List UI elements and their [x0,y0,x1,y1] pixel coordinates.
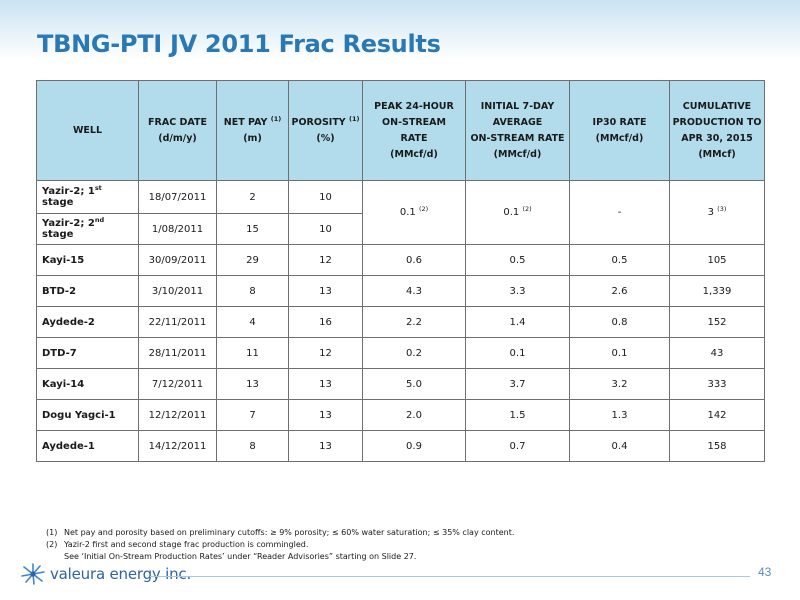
peak-rate: 4.3 [362,275,466,307]
net-pay: 7 [216,399,289,431]
table-row: Kayi-14 7/12/2011 13 13 5.0 3.7 3.2 333 [36,368,765,400]
table-row: Dogu Yagci-1 12/12/2011 7 13 2.0 1.5 1.3… [36,399,765,431]
footnotes: (1) Net pay and porosity based on prelimi… [46,527,514,563]
well-name: DTD-7 [36,337,139,369]
frac-date: 30/09/2011 [138,244,217,276]
porosity: 12 [288,337,363,369]
table-row: Kayi-15 30/09/2011 29 12 0.6 0.5 0.5 105 [36,244,765,276]
well-name: Yazir-2; 2nd stage [36,213,139,245]
ip30-rate: 3.2 [569,368,670,400]
frac-date: 18/07/2011 [138,180,217,214]
table-row: Aydede-2 22/11/2011 4 16 2.2 1.4 0.8 152 [36,306,765,338]
table-row: Aydede-1 14/12/2011 8 13 0.9 0.7 0.4 158 [36,430,765,462]
frac-date: 3/10/2011 [138,275,217,307]
frac-date: 22/11/2011 [138,306,217,338]
well-name: Aydede-2 [36,306,139,338]
header-ip30-rate: IP30 RATE (MMcf/d) [569,80,670,181]
ip30-rate: 0.8 [569,306,670,338]
header-cumulative-production: CUMULATIVE PRODUCTION TO APR 30, 2015 (M… [669,80,765,181]
header-well: WELL [36,80,139,181]
net-pay: 29 [216,244,289,276]
porosity: 13 [288,399,363,431]
peak-rate: 0.9 [362,430,466,462]
porosity: 12 [288,244,363,276]
initial-rate: 3.7 [465,368,570,400]
porosity: 16 [288,306,363,338]
well-name: Dogu Yagci-1 [36,399,139,431]
header-net-pay: NET PAY (1) (m) [216,80,289,181]
header-initial-7-day-rate: INITIAL 7-DAY AVERAGE ON-STREAM RATE (MM… [465,80,570,181]
cumulative-production: 333 [669,368,765,400]
net-pay: 8 [216,275,289,307]
valeura-burst-icon [21,563,45,585]
net-pay: 4 [216,306,289,338]
cumulative-production: 43 [669,337,765,369]
peak-rate: 0.6 [362,244,466,276]
porosity: 13 [288,430,363,462]
footnote: (2) Yazir-2 first and second stage frac p… [46,540,309,549]
company-logo: valeura energy inc. [20,562,191,586]
footnote-advisory: See ‘Initial On-Stream Production Rates’… [64,552,417,561]
ip30-rate: 2.6 [569,275,670,307]
net-pay: 13 [216,368,289,400]
net-pay: 8 [216,430,289,462]
page-title: TBNG-PTI JV 2011 Frac Results [37,30,441,58]
ip30-rate: 0.1 [569,337,670,369]
porosity: 13 [288,368,363,400]
well-name: Yazir-2; 1st stage [36,180,139,214]
porosity: 10 [288,180,363,214]
initial-rate: 3.3 [465,275,570,307]
frac-date: 28/11/2011 [138,337,217,369]
net-pay: 2 [216,180,289,214]
ip30-rate-merged: - [569,180,670,245]
initial-rate-merged: 0.1 (2) [465,180,570,245]
cumulative-production: 142 [669,399,765,431]
table-header-row: WELL FRAC DATE (d/m/y) NET PAY (1) (m) P… [36,80,765,181]
frac-date: 14/12/2011 [138,430,217,462]
peak-rate: 0.2 [362,337,466,369]
footer-divider [150,576,750,577]
frac-date: 12/12/2011 [138,399,217,431]
cumulative-production: 1,339 [669,275,765,307]
table-row: BTD-2 3/10/2011 8 13 4.3 3.3 2.6 1,339 [36,275,765,307]
logo-text: valeura energy inc. [50,565,192,583]
well-name: Kayi-15 [36,244,139,276]
cumulative-production: 105 [669,244,765,276]
porosity: 10 [288,213,363,245]
net-pay: 15 [216,213,289,245]
peak-rate: 5.0 [362,368,466,400]
header-porosity: POROSITY (1) (%) [288,80,363,181]
porosity: 13 [288,275,363,307]
cumulative-merged: 3 (3) [669,180,765,245]
header-peak-24-hour-rate: PEAK 24-HOUR ON-STREAM RATE (MMcf/d) [362,80,466,181]
header-gradient-band [0,0,800,60]
initial-rate: 1.4 [465,306,570,338]
cumulative-production: 152 [669,306,765,338]
initial-rate: 0.7 [465,430,570,462]
net-pay: 11 [216,337,289,369]
frac-date: 1/08/2011 [138,213,217,245]
footnote: (1) Net pay and porosity based on prelimi… [46,528,515,537]
ip30-rate: 0.5 [569,244,670,276]
peak-rate: 2.2 [362,306,466,338]
ip30-rate: 1.3 [569,399,670,431]
initial-rate: 1.5 [465,399,570,431]
table-row: Yazir-2; 1st stage 18/07/2011 2 10 0.1 (… [36,180,765,245]
cumulative-production: 158 [669,430,765,462]
initial-rate: 0.1 [465,337,570,369]
peak-rate: 2.0 [362,399,466,431]
peak-rate-merged: 0.1 (2) [362,180,466,245]
frac-results-table: WELL FRAC DATE (d/m/y) NET PAY (1) (m) P… [36,80,765,462]
ip30-rate: 0.4 [569,430,670,462]
frac-date: 7/12/2011 [138,368,217,400]
page-number: 43 [758,565,772,579]
initial-rate: 0.5 [465,244,570,276]
header-frac-date: FRAC DATE (d/m/y) [138,80,217,181]
table-row: DTD-7 28/11/2011 11 12 0.2 0.1 0.1 43 [36,337,765,369]
well-name: Aydede-1 [36,430,139,462]
well-name: Kayi-14 [36,368,139,400]
well-name: BTD-2 [36,275,139,307]
